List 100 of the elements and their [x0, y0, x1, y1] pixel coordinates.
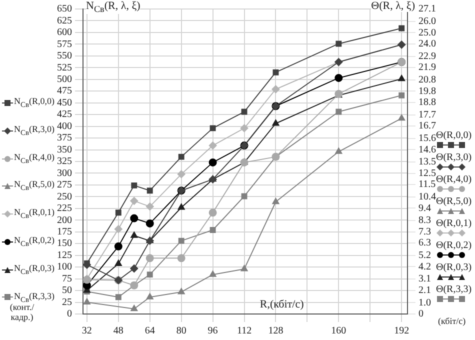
- point: [272, 69, 279, 76]
- point: [178, 203, 185, 210]
- y2-tick-label: 11.5: [418, 179, 436, 190]
- legend-label: N$_{Св}$(R,0,1): [14, 207, 55, 220]
- point: [178, 288, 185, 294]
- y-tick-label: 125: [57, 250, 72, 261]
- point: [146, 188, 153, 194]
- point: [177, 170, 186, 178]
- y-tick-label: 450: [57, 97, 72, 108]
- y2-tick-label: 10.4: [418, 192, 436, 203]
- text: (кбіт/с): [438, 316, 466, 326]
- y-axis-title: N$_{Св}$(R, λ, ξ): [86, 0, 140, 14]
- y-tick-label: 650: [57, 4, 72, 15]
- point: [114, 242, 122, 250]
- point: [210, 227, 216, 233]
- y2-tick-label: 14.6: [418, 144, 436, 156]
- y2-tick-label: 4.2: [418, 261, 431, 272]
- y-tick-label: 525: [57, 62, 72, 74]
- y-tick-label: 550: [57, 50, 72, 62]
- y-tick-label: 100: [57, 262, 72, 273]
- y-tick-label: 200: [57, 214, 72, 226]
- y-tick-label: 175: [57, 226, 72, 238]
- point: [146, 254, 154, 262]
- point: [146, 293, 154, 300]
- point: [131, 182, 138, 188]
- x-tick-label: 64: [144, 326, 155, 337]
- point: [84, 260, 90, 266]
- y-tick-label: 575: [57, 38, 72, 50]
- x-tick-label: 112: [236, 326, 252, 337]
- text: (конт./кадр.): [8, 302, 36, 322]
- point: [398, 74, 406, 82]
- x-tick-label: 160: [331, 326, 346, 337]
- y2-tick-label: 1.0: [418, 297, 431, 308]
- text: Θ(R,3,0): [436, 152, 472, 163]
- point: [114, 225, 122, 234]
- y-tick-label: 250: [57, 191, 72, 202]
- y-tick-label: 325: [57, 156, 72, 168]
- y2-tick-label: 12.5: [418, 168, 436, 179]
- y-tick-label: 50: [62, 285, 72, 296]
- point: [398, 114, 406, 121]
- y2-tick-label: 16.7: [418, 120, 436, 132]
- point: [177, 254, 186, 262]
- text: Θ(R,0,2): [436, 240, 472, 251]
- y2-tick-label: 27.1: [418, 4, 436, 15]
- y2-tick-label: 8.3: [418, 215, 431, 226]
- x-tick-label: 192: [394, 326, 410, 337]
- y-tick-label: 25: [62, 296, 72, 308]
- point: [272, 85, 280, 94]
- point: [240, 124, 248, 132]
- text: Θ(R,0,3): [436, 262, 472, 273]
- point: [130, 264, 138, 272]
- y-tick-label: 350: [57, 144, 72, 156]
- point: [272, 119, 280, 126]
- point: [83, 298, 90, 305]
- point: [398, 25, 405, 32]
- y-tick-label: 600: [57, 27, 72, 38]
- y2-tick-label: 9.4: [418, 202, 431, 214]
- y2-tick-label: 6.3: [418, 238, 431, 249]
- legend-label: N$_{Св}$(R,0,0): [14, 96, 55, 109]
- y2-tick-label: 15.6: [418, 133, 436, 144]
- point: [130, 232, 138, 238]
- point: [336, 40, 342, 47]
- y2-tick-label: 7.3: [418, 226, 431, 238]
- x-tick-label: 48: [113, 326, 124, 337]
- x-tick-label: 96: [208, 326, 218, 337]
- point: [240, 264, 248, 272]
- y2-axis-title: Θ(R, λ, ξ): [371, 0, 415, 12]
- point: [130, 214, 138, 222]
- y2-tick-label: 0: [418, 308, 424, 320]
- point: [178, 154, 184, 160]
- y-tick-label: 425: [57, 109, 72, 120]
- y2-tick-label: 2.1: [418, 284, 431, 296]
- y-tick-label: 75: [62, 273, 72, 284]
- y2-tick-label: 5.2: [418, 250, 431, 262]
- y-tick-label: 625: [57, 15, 72, 26]
- y2-tick-label: 17.7: [418, 109, 436, 120]
- x-tick-label: 80: [176, 326, 186, 337]
- y2-tick-label: 22.9: [418, 50, 436, 62]
- y2-tick-label: 3.1: [418, 274, 431, 285]
- y2-tick-label: 24.0: [418, 38, 436, 50]
- point: [335, 148, 342, 154]
- point: [208, 142, 217, 150]
- y2-tick-label: 13.5: [418, 156, 436, 168]
- y-tick-label: 275: [57, 180, 72, 191]
- point: [336, 108, 342, 115]
- x-tick-label: 32: [82, 326, 92, 337]
- point: [130, 304, 138, 312]
- y-tick-label: 150: [57, 238, 72, 250]
- y-tick-label: 500: [57, 74, 72, 86]
- legend-label: N$_{Св}$(R,0,3): [14, 262, 55, 276]
- text: Θ(R,4,0): [436, 174, 472, 185]
- point: [146, 272, 153, 278]
- point: [210, 125, 216, 132]
- point: [398, 92, 405, 98]
- point: [241, 193, 248, 200]
- legend-label: N$_{Св}$(R,0,2): [14, 234, 55, 248]
- y-tick-label: 475: [57, 86, 72, 97]
- legend-label: N$_{Св}$(R,5,0): [14, 179, 55, 192]
- y-tick-label: 0: [67, 308, 72, 320]
- x-tick-label: 128: [268, 326, 284, 337]
